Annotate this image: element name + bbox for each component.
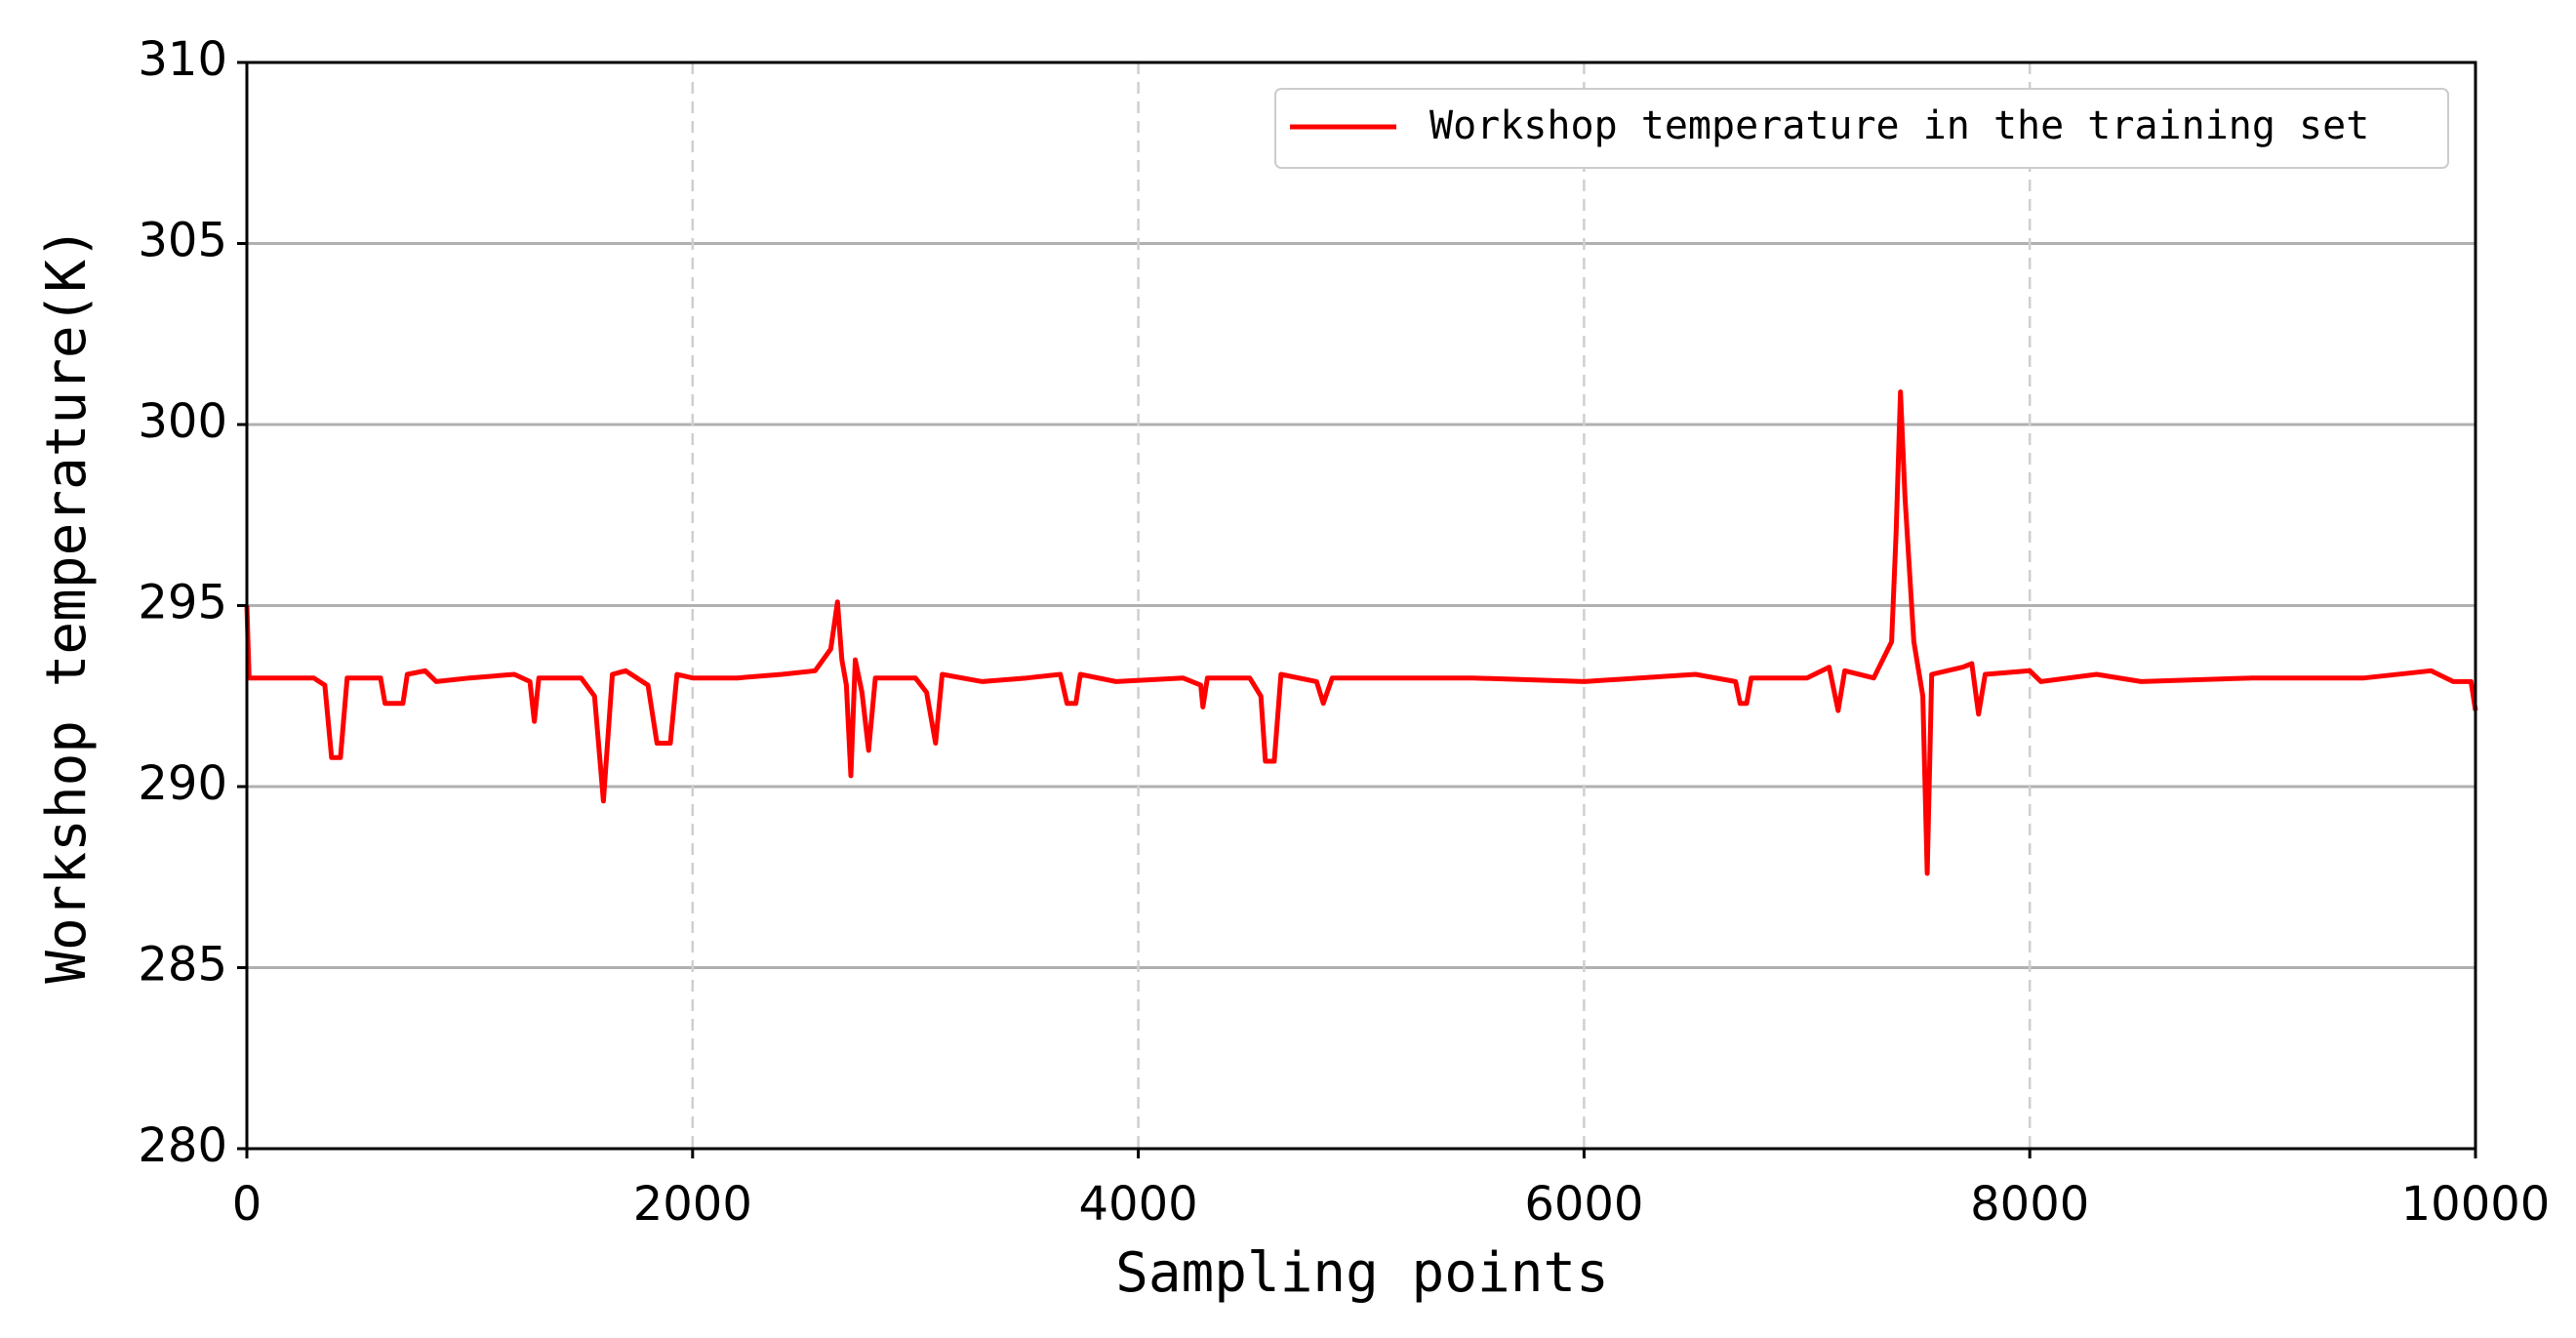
y-tick-label: 280 — [138, 1118, 227, 1173]
plot — [244, 389, 2478, 876]
y-tick-label: 310 — [138, 32, 227, 87]
ticks: 280 285 290 295 300 305 310 0 2000 4000 6000 8000 10… — [138, 32, 2550, 1232]
x-tick-label: 8000 — [1970, 1177, 2089, 1232]
y-axis-label: Workshop temperature(K) — [35, 226, 99, 983]
x-tick-label: 10000 — [2401, 1177, 2551, 1232]
x-tick-label: 6000 — [1524, 1177, 1643, 1232]
x-axis-label: Sampling points — [1115, 1241, 1609, 1305]
y-tick-label: 285 — [138, 938, 227, 993]
y-tick-label: 295 — [138, 576, 227, 630]
y-tick-label: 305 — [138, 214, 227, 268]
x-tick-label: 0 — [232, 1177, 262, 1232]
y-tick-label: 300 — [138, 394, 227, 449]
y-tick-label: 290 — [138, 756, 227, 811]
legend-label: Workshop temperature in the training set — [1429, 103, 2369, 148]
x-tick-label: 2000 — [633, 1177, 752, 1232]
legend: Workshop temperature in the training set — [1274, 88, 2449, 169]
legend-box — [1274, 88, 2449, 169]
x-tick-label: 4000 — [1079, 1177, 1198, 1232]
data-line — [244, 389, 2478, 876]
